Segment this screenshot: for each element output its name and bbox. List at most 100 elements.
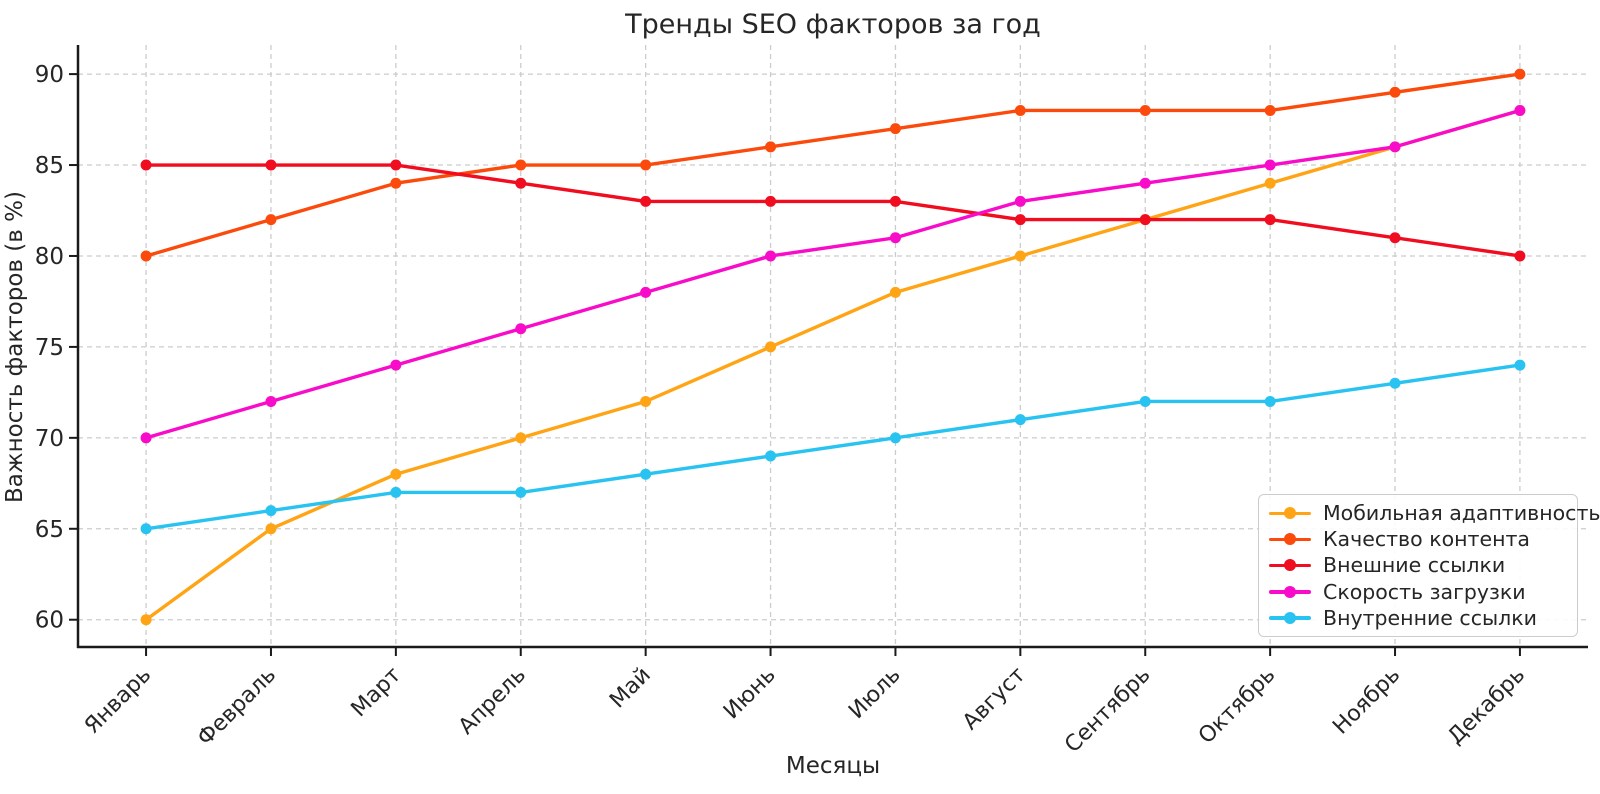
x-tick-label: Июль <box>844 663 906 725</box>
data-point <box>640 195 652 207</box>
data-point <box>765 450 777 462</box>
data-point <box>515 159 527 171</box>
data-point <box>390 159 402 171</box>
legend-line-dot-icon <box>1269 506 1311 520</box>
data-point <box>265 159 277 171</box>
data-point <box>140 523 152 535</box>
data-point <box>1389 141 1401 153</box>
data-point <box>765 195 777 207</box>
series-line-2 <box>144 163 1522 258</box>
x-tick-label: Декабрь <box>1443 663 1530 750</box>
data-point <box>1264 395 1276 407</box>
data-point <box>1014 195 1026 207</box>
data-point <box>140 159 152 171</box>
y-tick-label: 70 <box>35 426 64 452</box>
legend-label: Внутренние ссылки <box>1323 605 1537 630</box>
x-tick-label: Январь <box>80 663 156 739</box>
data-point <box>1389 232 1401 244</box>
data-point <box>1014 214 1026 226</box>
data-point <box>265 505 277 517</box>
data-point <box>640 159 652 171</box>
y-axis-label: Важность факторов (в %) <box>2 191 28 503</box>
legend-line-dot-icon <box>1269 611 1311 625</box>
data-point <box>515 177 527 189</box>
data-point <box>1139 104 1151 116</box>
legend-label: Качество контента <box>1323 527 1530 552</box>
data-point <box>640 286 652 298</box>
data-point <box>265 214 277 226</box>
series-line-1 <box>144 72 1522 258</box>
series-line-3 <box>144 108 1522 440</box>
x-tick-label: Май <box>605 663 656 714</box>
legend-item-2: Внешние ссылки <box>1269 553 1567 578</box>
legend-label: Внешние ссылки <box>1323 553 1506 578</box>
x-tick-label: Апрель <box>454 663 531 740</box>
data-point <box>889 432 901 444</box>
data-point <box>1514 359 1526 371</box>
data-point <box>390 468 402 480</box>
data-point <box>765 341 777 353</box>
data-point <box>1139 214 1151 226</box>
data-point <box>765 141 777 153</box>
y-tick-label: 60 <box>35 608 64 634</box>
data-point <box>1014 250 1026 262</box>
legend-label: Скорость загрузки <box>1323 579 1526 604</box>
data-point <box>390 359 402 371</box>
data-point <box>1264 214 1276 226</box>
data-point <box>265 395 277 407</box>
data-point <box>889 232 901 244</box>
data-point <box>1264 159 1276 171</box>
data-point <box>1014 414 1026 426</box>
data-point <box>515 432 527 444</box>
series-line-4 <box>144 363 1522 531</box>
data-point <box>1264 177 1276 189</box>
series-line-0 <box>144 108 1522 622</box>
data-point <box>640 395 652 407</box>
x-tick-label: Ноябрь <box>1328 663 1405 740</box>
x-tick-label: Март <box>347 662 407 722</box>
y-tick-label: 65 <box>35 517 64 543</box>
chart-legend: Мобильная адаптивность Качество контента В… <box>1258 494 1600 637</box>
data-point <box>140 250 152 262</box>
data-point <box>1014 104 1026 116</box>
data-point <box>889 123 901 135</box>
legend-label: Мобильная адаптивность <box>1323 501 1600 526</box>
data-point <box>140 432 152 444</box>
data-point <box>1514 250 1526 262</box>
x-tick-label: Сентябрь <box>1060 663 1155 758</box>
data-point <box>1264 104 1276 116</box>
data-point <box>1389 377 1401 389</box>
x-tick-label: Октябрь <box>1194 663 1280 749</box>
legend-item-4: Внутренние ссылки <box>1269 605 1567 630</box>
data-point <box>515 323 527 335</box>
data-point <box>640 468 652 480</box>
legend-item-0: Мобильная адаптивность <box>1269 501 1600 526</box>
y-tick-label: 80 <box>35 244 64 270</box>
data-point <box>889 195 901 207</box>
data-point <box>140 614 152 626</box>
legend-line-dot-icon <box>1269 558 1311 572</box>
data-point <box>515 486 527 498</box>
y-tick-label: 90 <box>35 62 64 88</box>
data-point <box>1389 86 1401 98</box>
data-point <box>765 250 777 262</box>
x-tick-label: Июнь <box>719 663 781 725</box>
data-point <box>1139 395 1151 407</box>
legend-item-1: Качество контента <box>1269 527 1567 552</box>
data-point <box>1514 104 1526 116</box>
data-point <box>390 486 402 498</box>
x-tick-label: Август <box>958 662 1031 735</box>
x-axis-label: Месяцы <box>785 753 881 779</box>
data-point <box>889 286 901 298</box>
data-point <box>1514 68 1526 80</box>
legend-line-dot-icon <box>1269 585 1311 599</box>
data-point <box>390 177 402 189</box>
x-tick-label: Февраль <box>193 663 281 751</box>
y-tick-label: 85 <box>35 153 64 179</box>
data-point <box>1139 177 1151 189</box>
legend-line-dot-icon <box>1269 532 1311 546</box>
data-point <box>265 523 277 535</box>
legend-item-3: Скорость загрузки <box>1269 579 1567 604</box>
